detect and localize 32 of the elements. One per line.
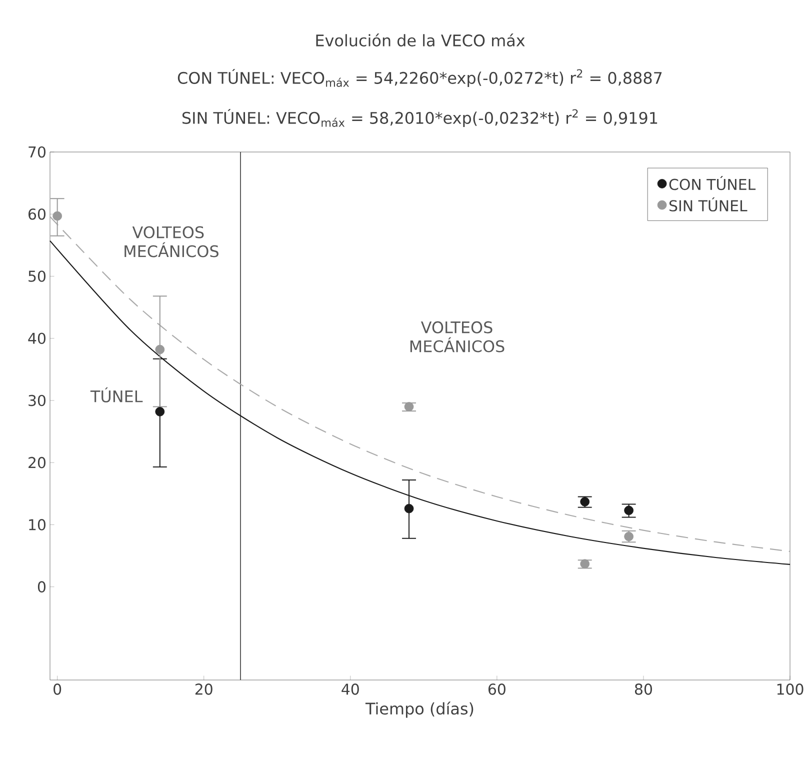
annotation: VOLTEOS MECÁNICOS bbox=[410, 321, 504, 352]
point bbox=[580, 497, 590, 506]
x-tick-label: 40 bbox=[342, 684, 359, 695]
x-tick-label: 20 bbox=[195, 684, 212, 695]
y-tick-label: 60 bbox=[28, 208, 46, 220]
point bbox=[155, 344, 165, 354]
point bbox=[404, 402, 414, 412]
y-tick-label: 20 bbox=[28, 456, 46, 468]
y-tick-label: 30 bbox=[28, 394, 46, 406]
annotation: TÚNEL bbox=[90, 387, 143, 402]
point bbox=[155, 406, 165, 416]
y-tick-label: 50 bbox=[28, 270, 46, 282]
x-tick-label: 60 bbox=[488, 684, 506, 695]
y-tick-label: 10 bbox=[29, 519, 46, 530]
x-tick-label: 80 bbox=[634, 684, 652, 695]
y-tick-label: 0 bbox=[38, 581, 46, 592]
x-tick-label: 0 bbox=[54, 684, 62, 695]
point bbox=[404, 504, 414, 514]
text: SIN TÚNEL: VECO$_{máx}$ = 58,2010*exp(-0,0232*t) r$^{2}$ = 0,9191 bbox=[182, 108, 658, 128]
y-tick-label: 40 bbox=[28, 332, 46, 344]
chart-title: Evolución de la VECO máx bbox=[316, 34, 525, 46]
text: CON TÚNEL: VECO$_{máx}$ = 54,2260*exp(-0,0272*t) r$^{2}$ = 0,8887 bbox=[178, 68, 662, 88]
y-tick-label: 70 bbox=[28, 146, 46, 158]
legend-label: SIN TÚNEL bbox=[670, 197, 748, 212]
point bbox=[624, 506, 634, 516]
point bbox=[624, 532, 634, 542]
point bbox=[52, 211, 62, 221]
point bbox=[580, 559, 590, 569]
legend-label: CON TÚNEL bbox=[669, 176, 756, 190]
x-axis-title: Tiempo (días) bbox=[365, 702, 474, 718]
annotation: VOLTEOS MECÁNICOS bbox=[124, 226, 218, 258]
x-tick-label: 100 bbox=[777, 684, 804, 695]
